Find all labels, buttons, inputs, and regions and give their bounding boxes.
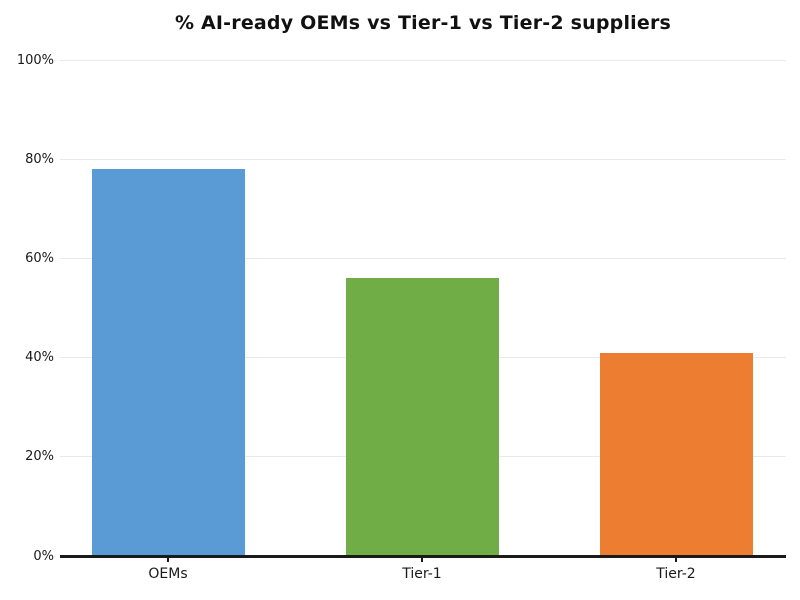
gridline-60 (60, 257, 786, 259)
y-tick-label-100: 100% (16, 52, 54, 68)
x-tick-label-tier-1: Tier-1 (402, 566, 442, 582)
x-tick-tier-2 (675, 557, 677, 562)
y-tick-label-80: 80% (25, 151, 54, 167)
gridline-100 (60, 59, 786, 61)
x-tick-label-oems: OEMs (148, 566, 188, 582)
x-tick-oems (167, 557, 169, 562)
y-tick-label-0: 0% (33, 548, 54, 564)
x-tick-tier-1 (421, 557, 423, 562)
y-tick-label-60: 60% (25, 250, 54, 266)
y-tick-label-20: 20% (25, 449, 54, 465)
bar-oems (91, 169, 245, 556)
chart-title: % AI-ready OEMs vs Tier-1 vs Tier-2 supp… (174, 12, 672, 34)
bar-tier-2 (599, 352, 753, 556)
x-tick-label-tier-2: Tier-2 (656, 566, 696, 582)
y-tick-label-40: 40% (25, 350, 54, 366)
x-axis-line (60, 555, 786, 558)
gridline-80 (60, 158, 786, 160)
bar-tier-1 (345, 278, 499, 556)
